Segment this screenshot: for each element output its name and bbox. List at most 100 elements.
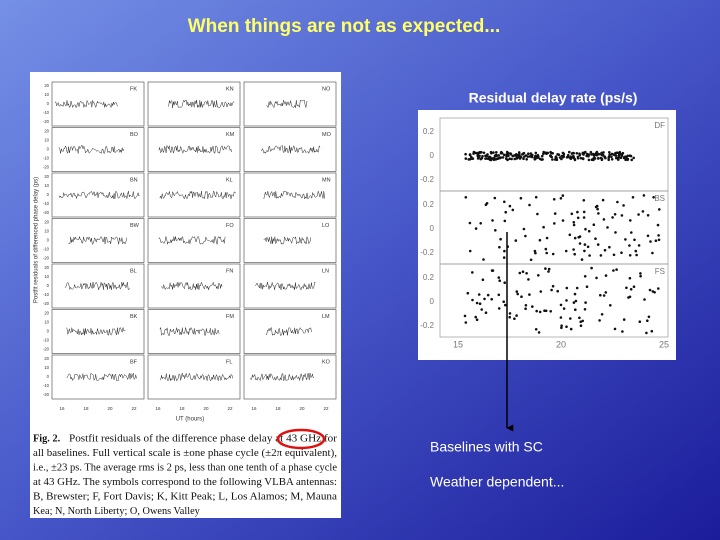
scatter-texture	[538, 238, 542, 242]
panel-label: KO	[322, 359, 331, 365]
scatter-texture	[648, 288, 652, 292]
scatter-texture	[578, 154, 582, 157]
scatter-texture	[504, 303, 507, 307]
y-tick-label: 0.2	[423, 127, 435, 136]
scatter-texture	[489, 150, 493, 154]
scatter-texture	[516, 156, 520, 159]
scatter-texture	[510, 157, 513, 161]
scatter-texture	[620, 214, 624, 217]
scatter-texture	[643, 298, 646, 301]
trace-texture	[263, 190, 325, 200]
y-tick-label: 10	[44, 138, 49, 143]
y-tick-label: 0	[47, 192, 50, 197]
y-tick-label: -10	[43, 338, 50, 343]
y-tick-label: -20	[43, 165, 50, 170]
scatter-texture	[653, 291, 656, 294]
scatter-texture	[573, 292, 577, 296]
annotation: Weather dependent...	[430, 474, 564, 490]
scatter-texture	[493, 196, 497, 200]
scatter-texture	[624, 158, 627, 162]
scatter-texture	[637, 244, 641, 247]
scatter-texture	[624, 238, 627, 241]
scatter-texture	[614, 231, 617, 234]
mini-plot-frame	[147, 172, 241, 218]
scatter-texture	[503, 219, 507, 223]
scatter-texture	[618, 152, 621, 156]
trace-texture	[249, 372, 315, 382]
scatter-texture	[513, 317, 516, 321]
y-tick-label: 0	[430, 151, 435, 160]
scatter-texture	[597, 212, 600, 215]
caption-line: Kea; N, North Liberty; O, Owens Valley	[33, 506, 201, 517]
mini-plot-frame	[243, 81, 337, 127]
scatter-texture	[516, 292, 519, 296]
y-tick-label: -0.2	[420, 248, 434, 257]
mini-plot-frame	[51, 354, 145, 400]
trace-texture	[161, 281, 223, 291]
scatter-texture	[559, 303, 563, 307]
scatter-texture	[621, 330, 624, 333]
scatter-texture	[514, 153, 518, 156]
mini-plot-frame	[147, 263, 241, 309]
scatter-texture	[617, 158, 620, 161]
scatter-texture	[626, 158, 629, 162]
scatter-texture	[603, 155, 606, 158]
scatter-texture	[599, 293, 602, 297]
scatter-texture	[657, 238, 661, 242]
panel-label: KN	[226, 86, 234, 92]
scatter-texture	[507, 154, 510, 157]
y-tick-label: 20	[44, 220, 49, 225]
y-tick-label: 0	[47, 101, 50, 106]
y-tick-label: 10	[44, 274, 49, 279]
x-tick-label: 18	[83, 406, 89, 411]
scatter-texture	[592, 153, 595, 156]
scatter-texture	[474, 227, 478, 230]
scatter-texture	[484, 157, 487, 160]
scatter-texture	[632, 285, 636, 289]
scatter-texture	[519, 155, 523, 158]
scatter-texture	[564, 249, 568, 253]
scatter-texture	[482, 151, 486, 155]
x-tick-label: 16	[59, 406, 65, 411]
mini-plot-frame	[147, 127, 241, 172]
scatter-texture	[576, 216, 580, 220]
x-tick-label: 22	[323, 406, 329, 411]
scatter-texture	[574, 308, 577, 312]
x-tick-label: 18	[179, 406, 185, 411]
scatter-texture	[539, 290, 543, 293]
scatter-texture	[544, 247, 548, 251]
y-tick-label: 10	[44, 229, 49, 234]
scatter-texture	[622, 318, 626, 321]
scatter-texture	[526, 155, 530, 158]
scatter-texture	[497, 276, 501, 279]
scatter-texture	[486, 293, 490, 297]
mini-plot-frame	[51, 127, 145, 172]
scatter-texture	[478, 151, 481, 154]
scatter-texture	[498, 279, 502, 283]
scatter-texture	[656, 223, 660, 227]
caption-line: at 43 GHz. The symbols correspond to the…	[33, 477, 337, 488]
y-tick-label: -20	[43, 301, 50, 306]
scatter-texture	[572, 151, 575, 155]
scatter-texture	[478, 302, 482, 306]
scatter-texture	[658, 208, 661, 211]
panel-label: BK	[130, 314, 138, 320]
scatter-texture	[560, 324, 563, 328]
scatter-texture	[632, 156, 635, 160]
scatter-texture	[479, 222, 483, 225]
scatter-texture	[529, 155, 532, 158]
scatter-texture	[549, 310, 552, 313]
scatter-texture	[558, 156, 562, 159]
scatter-texture	[642, 194, 646, 197]
scatter-texture	[528, 293, 531, 296]
panel-label: MO	[322, 132, 332, 138]
y-tick-label: -20	[43, 256, 50, 261]
scatter-texture	[590, 158, 594, 161]
scatter-texture	[550, 288, 553, 292]
scatter-texture	[603, 248, 607, 252]
scatter-texture	[590, 266, 593, 270]
scatter-texture	[511, 154, 515, 158]
scatter-texture	[480, 308, 484, 311]
scatter-texture	[559, 316, 563, 319]
